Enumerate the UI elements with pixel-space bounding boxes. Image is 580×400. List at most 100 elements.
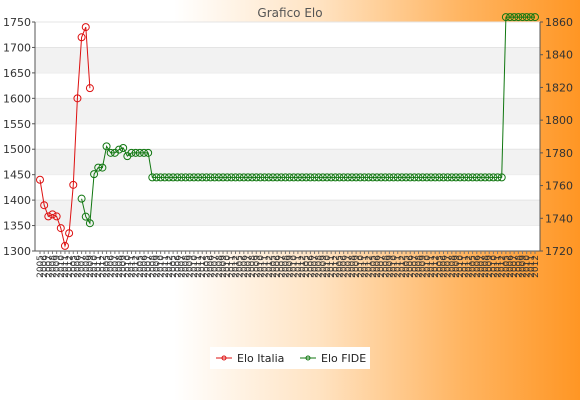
series-line-elo-italia xyxy=(39,26,91,248)
x-tick-label: 2007 xyxy=(311,255,321,278)
x-tick-label: 2005 xyxy=(502,255,512,278)
x-tick-label: 2006 xyxy=(273,255,283,278)
x-tick-label: 2011 xyxy=(161,255,171,278)
x-tick-label: 2010 xyxy=(90,255,100,278)
x-tick-label: 2010 xyxy=(390,255,400,278)
x-tick-label: 2009 xyxy=(385,255,395,278)
data-point-elo-fide xyxy=(185,173,194,182)
y-tick-label-left: 1450 xyxy=(3,169,31,182)
data-point-elo-fide xyxy=(81,212,90,221)
x-tick-label: 2006 xyxy=(340,255,350,278)
data-point-elo-fide xyxy=(472,173,481,182)
x-tick-label: 2012 xyxy=(298,255,308,278)
x-tick-label: 2005 xyxy=(435,255,445,278)
x-tick-label: 2012 xyxy=(498,255,508,278)
x-tick-label: 2010 xyxy=(290,255,300,278)
data-point-elo-fide xyxy=(173,173,182,182)
x-tick-label: 2005 xyxy=(36,255,46,278)
x-tick-label: 2011 xyxy=(460,255,470,278)
x-tick-label: 2009 xyxy=(319,255,329,278)
data-point-elo-fide xyxy=(460,173,469,182)
x-tick-label: 2005 xyxy=(402,255,412,278)
x-tick-label: 2005 xyxy=(236,255,246,278)
x-tick-label: 2009 xyxy=(53,255,63,278)
x-tick-label: 2012 xyxy=(365,255,375,278)
grid-band xyxy=(35,200,540,226)
data-point-elo-fide xyxy=(268,173,277,182)
x-tick-label: 2008 xyxy=(348,255,358,278)
data-point-elo-fide xyxy=(177,173,186,182)
x-tick-label: 2010 xyxy=(157,255,167,278)
data-point-elo-fide xyxy=(501,13,510,22)
y-tick-label-right: 1720 xyxy=(545,245,573,258)
x-tick-label: 2005 xyxy=(269,255,279,278)
x-tick-label: 2012 xyxy=(198,255,208,278)
data-point-elo-fide xyxy=(531,13,539,22)
data-point-elo-fide xyxy=(102,142,111,151)
data-point-elo-fide xyxy=(360,173,369,182)
data-point-elo-italia xyxy=(85,84,94,93)
x-tick-label: 2005 xyxy=(369,255,379,278)
data-point-elo-fide xyxy=(352,173,361,182)
data-point-elo-fide xyxy=(464,173,473,182)
data-point-elo-fide xyxy=(314,173,323,182)
data-point-elo-fide xyxy=(239,173,248,182)
data-point-elo-fide xyxy=(447,173,456,182)
x-tick-label: 2011 xyxy=(261,255,271,278)
data-point-elo-fide xyxy=(227,173,236,182)
y-tick-label-left: 1300 xyxy=(3,245,31,258)
x-tick-label: 2012 xyxy=(431,255,441,278)
x-tick-label: 2006 xyxy=(40,255,50,278)
data-point-elo-italia xyxy=(40,201,49,210)
data-point-elo-fide xyxy=(202,173,211,182)
x-tick-label: 2007 xyxy=(377,255,387,278)
y-tick-label-left: 1650 xyxy=(3,67,31,80)
series-elo-fide xyxy=(77,13,539,228)
data-point-elo-fide xyxy=(506,13,515,22)
data-point-elo-fide xyxy=(310,173,319,182)
x-tick-label: 2008 xyxy=(248,255,258,278)
x-tick-label: 2010 xyxy=(423,255,433,278)
data-point-elo-fide xyxy=(402,173,411,182)
x-tick-label: 2011 xyxy=(294,255,304,278)
x-tick-label: 2008 xyxy=(415,255,425,278)
x-tick-label: 2007 xyxy=(177,255,187,278)
x-tick-label: 2008 xyxy=(281,255,291,278)
x-tick-label: 2005 xyxy=(302,255,312,278)
x-tick-label: 2012 xyxy=(265,255,275,278)
x-tick-label: 2010 xyxy=(57,255,67,278)
x-tick-label: 2006 xyxy=(373,255,383,278)
x-tick-label: 2011 xyxy=(527,255,537,278)
x-tick-label: 2011 xyxy=(227,255,237,278)
chart-title: Grafico Elo xyxy=(257,6,322,20)
legend-marker-elo-fide xyxy=(305,355,311,361)
data-point-elo-fide xyxy=(327,173,336,182)
data-point-elo-fide xyxy=(526,13,535,22)
x-tick-label: 2009 xyxy=(86,255,96,278)
data-point-elo-fide xyxy=(94,163,103,172)
x-tick-label: 2008 xyxy=(481,255,491,278)
x-tick-label: 2005 xyxy=(69,255,79,278)
data-point-elo-fide xyxy=(476,173,485,182)
y-tick-label-right: 1840 xyxy=(545,49,573,62)
data-point-elo-fide xyxy=(160,173,169,182)
data-point-elo-italia xyxy=(65,229,74,238)
x-tick-label: 2006 xyxy=(406,255,416,278)
data-point-elo-fide xyxy=(427,173,436,182)
data-point-elo-fide xyxy=(518,13,527,22)
data-point-elo-fide xyxy=(343,173,352,182)
x-tick-label: 2007 xyxy=(111,255,121,278)
x-tick-label: 2008 xyxy=(148,255,158,278)
data-point-elo-fide xyxy=(210,173,219,182)
x-tick-label: 2010 xyxy=(256,255,266,278)
data-point-elo-italia xyxy=(52,212,61,221)
x-tick-label: 2011 xyxy=(194,255,204,278)
y-axis-right: 1720 1740 1760 1780 1800 1820 1840 1860 xyxy=(540,16,573,258)
x-axis: 2005200620072008200920102011201220052006… xyxy=(36,251,541,278)
data-point-elo-fide xyxy=(106,148,115,157)
x-tick-label: 2006 xyxy=(107,255,117,278)
data-point-elo-italia xyxy=(77,33,86,42)
data-point-elo-fide xyxy=(339,173,348,182)
x-tick-label: 2012 xyxy=(531,255,541,278)
x-tick-label: 2006 xyxy=(306,255,316,278)
